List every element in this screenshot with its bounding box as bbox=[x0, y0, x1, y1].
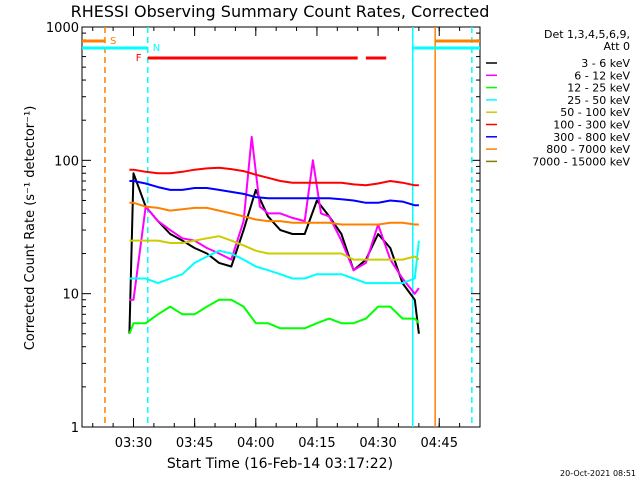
series-line bbox=[129, 180, 419, 207]
y-tick-label: 10 bbox=[62, 288, 79, 303]
legend-item-label: 300 - 800 keV bbox=[553, 131, 630, 144]
legend-item-label: 800 - 7000 keV bbox=[546, 143, 630, 156]
legend-item-label: 50 - 100 keV bbox=[560, 106, 630, 119]
legend-item-label: 6 - 12 keV bbox=[574, 69, 630, 82]
legend-header-line-2: Att 0 bbox=[604, 40, 630, 53]
y-tick-label: 1 bbox=[71, 421, 79, 436]
legend-item-label: 12 - 25 keV bbox=[567, 82, 630, 95]
series-line bbox=[129, 166, 419, 187]
legend-item-label: 100 - 300 keV bbox=[553, 119, 630, 132]
x-tick-label: 03:30 bbox=[115, 436, 152, 451]
x-tick-label: 04:15 bbox=[298, 436, 335, 451]
series-line bbox=[128, 298, 420, 335]
x-tick-label: 04:45 bbox=[421, 436, 458, 451]
x-axis-label: Start Time (16-Feb-14 03:17:22) bbox=[167, 456, 393, 472]
flag-label-s: S bbox=[110, 36, 116, 47]
series-line bbox=[129, 235, 420, 261]
legend-item-label: 3 - 6 keV bbox=[581, 57, 630, 70]
flag-label-f: F bbox=[136, 53, 142, 64]
legend-item-label: 7000 - 15000 keV bbox=[532, 155, 630, 168]
x-tick-label: 04:00 bbox=[237, 436, 274, 451]
flag-label-n: N bbox=[153, 43, 160, 54]
y-axis-label: Corrected Count Rate (s⁻¹ detector⁻¹) bbox=[23, 106, 38, 351]
plot-frame bbox=[81, 26, 481, 428]
plot-area: 1 10 100 1000 03:30 03:45 04:00 04:15 04:30 04:45… bbox=[46, 21, 481, 451]
footer-date: 20-Oct-2021 08:51 bbox=[560, 469, 636, 478]
legend-item-label: 25 - 50 keV bbox=[567, 94, 630, 107]
series-line bbox=[129, 240, 420, 285]
x-tick-label: 03:45 bbox=[176, 436, 213, 451]
chart-title: RHESSI Observing Summary Count Rates, Co… bbox=[71, 2, 490, 21]
x-tick-label: 04:30 bbox=[359, 436, 396, 451]
series-line bbox=[128, 172, 420, 334]
series-line bbox=[129, 201, 419, 226]
legend-header-line-1: Det 1,3,4,5,6,9, bbox=[544, 28, 630, 41]
y-tick-label: 1000 bbox=[46, 21, 79, 36]
y-tick-label: 100 bbox=[54, 154, 79, 169]
series-line bbox=[129, 135, 420, 301]
